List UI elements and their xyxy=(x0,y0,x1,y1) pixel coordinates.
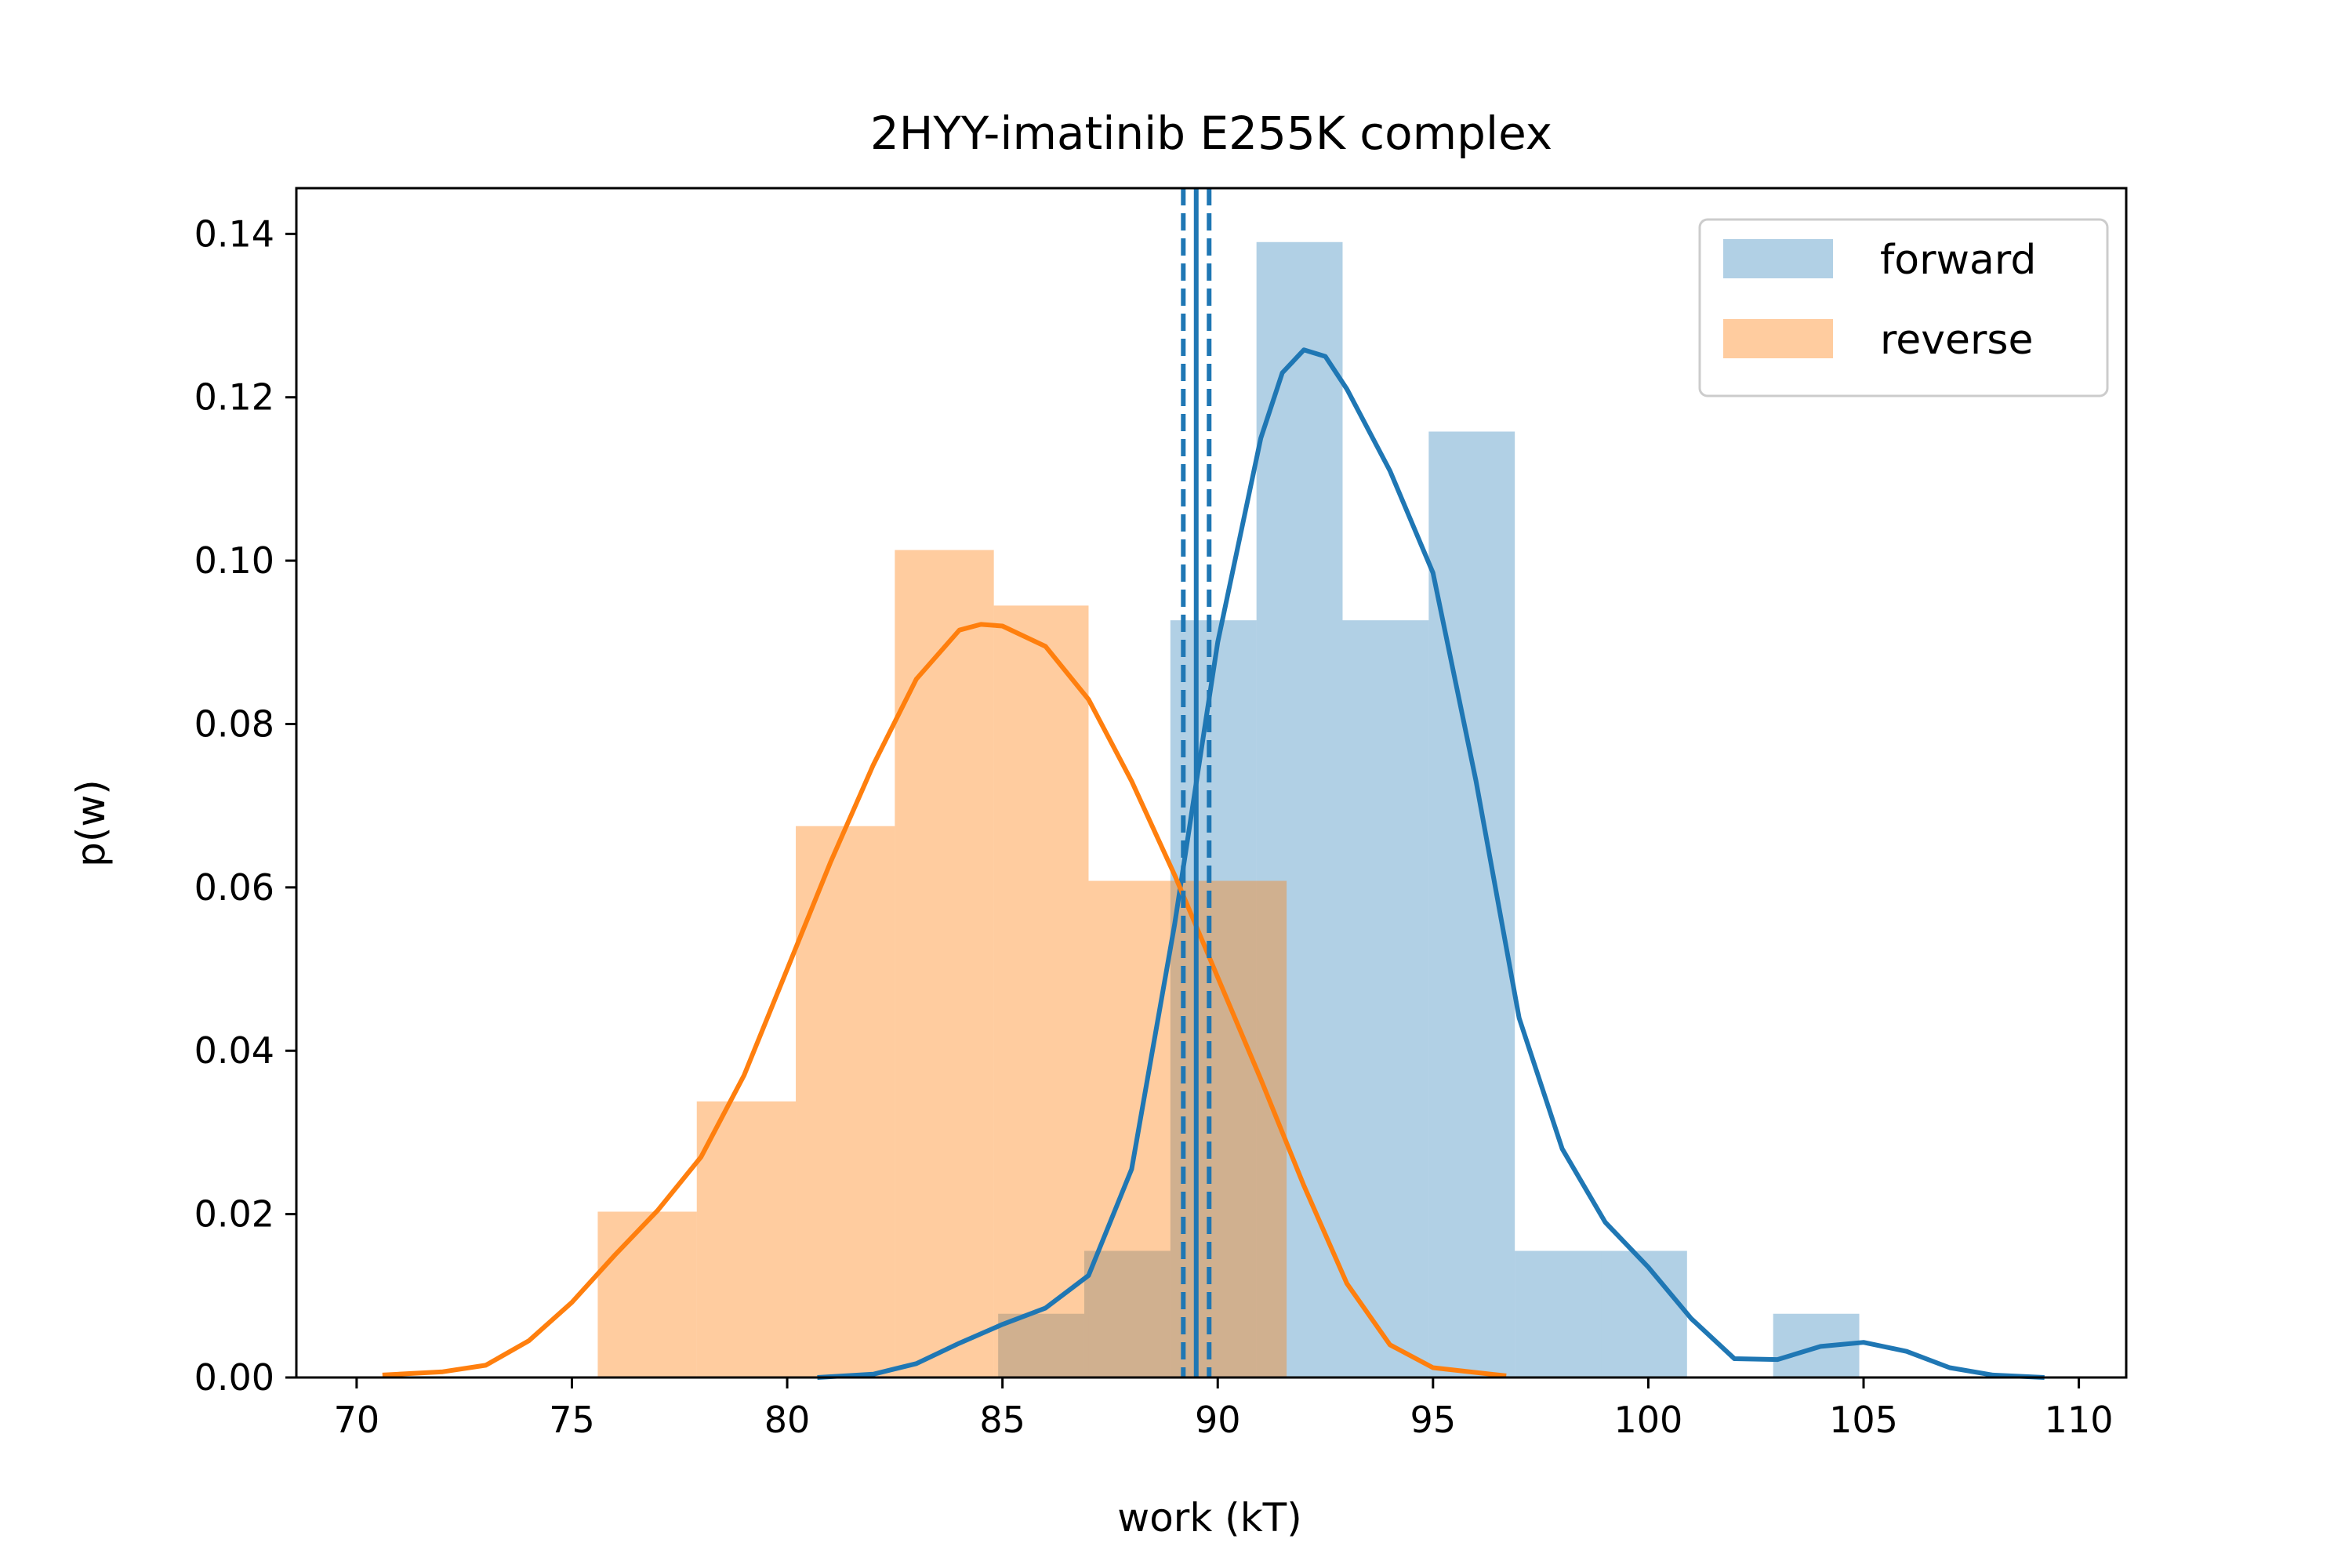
forward-hist-bar xyxy=(998,1313,1084,1377)
y-tick-label: 0.12 xyxy=(194,376,274,419)
x-tick-label: 70 xyxy=(334,1399,380,1441)
x-tick-label: 90 xyxy=(1195,1399,1241,1441)
forward-hist-bar xyxy=(1342,620,1429,1377)
reverse-hist-bar xyxy=(895,550,994,1377)
y-tick-label: 0.00 xyxy=(194,1356,274,1399)
y-axis: 0.00 0.02 0.04 0.06 0.08 0.10 0.12 0.14 xyxy=(194,212,296,1399)
x-tick-label: 105 xyxy=(1829,1399,1898,1441)
x-tick-label: 75 xyxy=(549,1399,595,1441)
x-axis-label: work (kT) xyxy=(1117,1495,1301,1541)
x-tick-label: 95 xyxy=(1410,1399,1457,1441)
legend-box xyxy=(1698,218,2109,397)
forward-hist-bar xyxy=(1515,1250,1602,1377)
x-tick-label: 80 xyxy=(764,1399,811,1441)
forward-hist-bar xyxy=(1256,241,1343,1377)
forward-hist-bar xyxy=(1601,1250,1687,1377)
y-tick-label: 0.06 xyxy=(194,866,274,909)
legend-label-reverse: reverse xyxy=(1880,317,2033,364)
x-tick-label: 110 xyxy=(2045,1399,2114,1441)
y-tick-label: 0.08 xyxy=(194,702,274,745)
y-axis-label: p(w) xyxy=(68,779,114,867)
forward-kde-line xyxy=(817,347,2045,1380)
y-tick-label: 0.02 xyxy=(194,1193,274,1236)
reverse-hist-bar xyxy=(1187,880,1287,1377)
y-tick-label: 0.14 xyxy=(194,212,274,255)
reverse-hist-bar xyxy=(993,605,1089,1377)
kde-layer xyxy=(382,347,2045,1380)
x-axis: 70 75 80 85 90 95 100 105 110 xyxy=(334,1377,2114,1441)
reverse-hist-bar xyxy=(597,1211,697,1377)
reverse-kde-line xyxy=(382,622,1507,1378)
reference-lines xyxy=(1181,188,1212,1377)
reverse-hist-bar xyxy=(796,826,895,1377)
y-tick-label: 0.10 xyxy=(194,539,274,582)
legend-swatch-forward xyxy=(1723,239,1833,278)
forward-hist-bar xyxy=(1083,1250,1171,1377)
y-tick-label: 0.04 xyxy=(194,1029,274,1072)
x-tick-label: 100 xyxy=(1614,1399,1683,1441)
plot-frame xyxy=(295,187,2128,1379)
reverse-hist-bar xyxy=(696,1101,797,1377)
legend-label-forward: forward xyxy=(1880,237,2036,284)
legend: forward reverse xyxy=(1698,218,2109,397)
legend-swatch-reverse xyxy=(1723,319,1833,358)
histogram-layer xyxy=(597,241,1860,1377)
x-tick-label: 85 xyxy=(979,1399,1025,1441)
chart-title: 2HYY-imatinib E255K complex xyxy=(870,107,1552,160)
forward-hist-bar xyxy=(1428,431,1515,1377)
